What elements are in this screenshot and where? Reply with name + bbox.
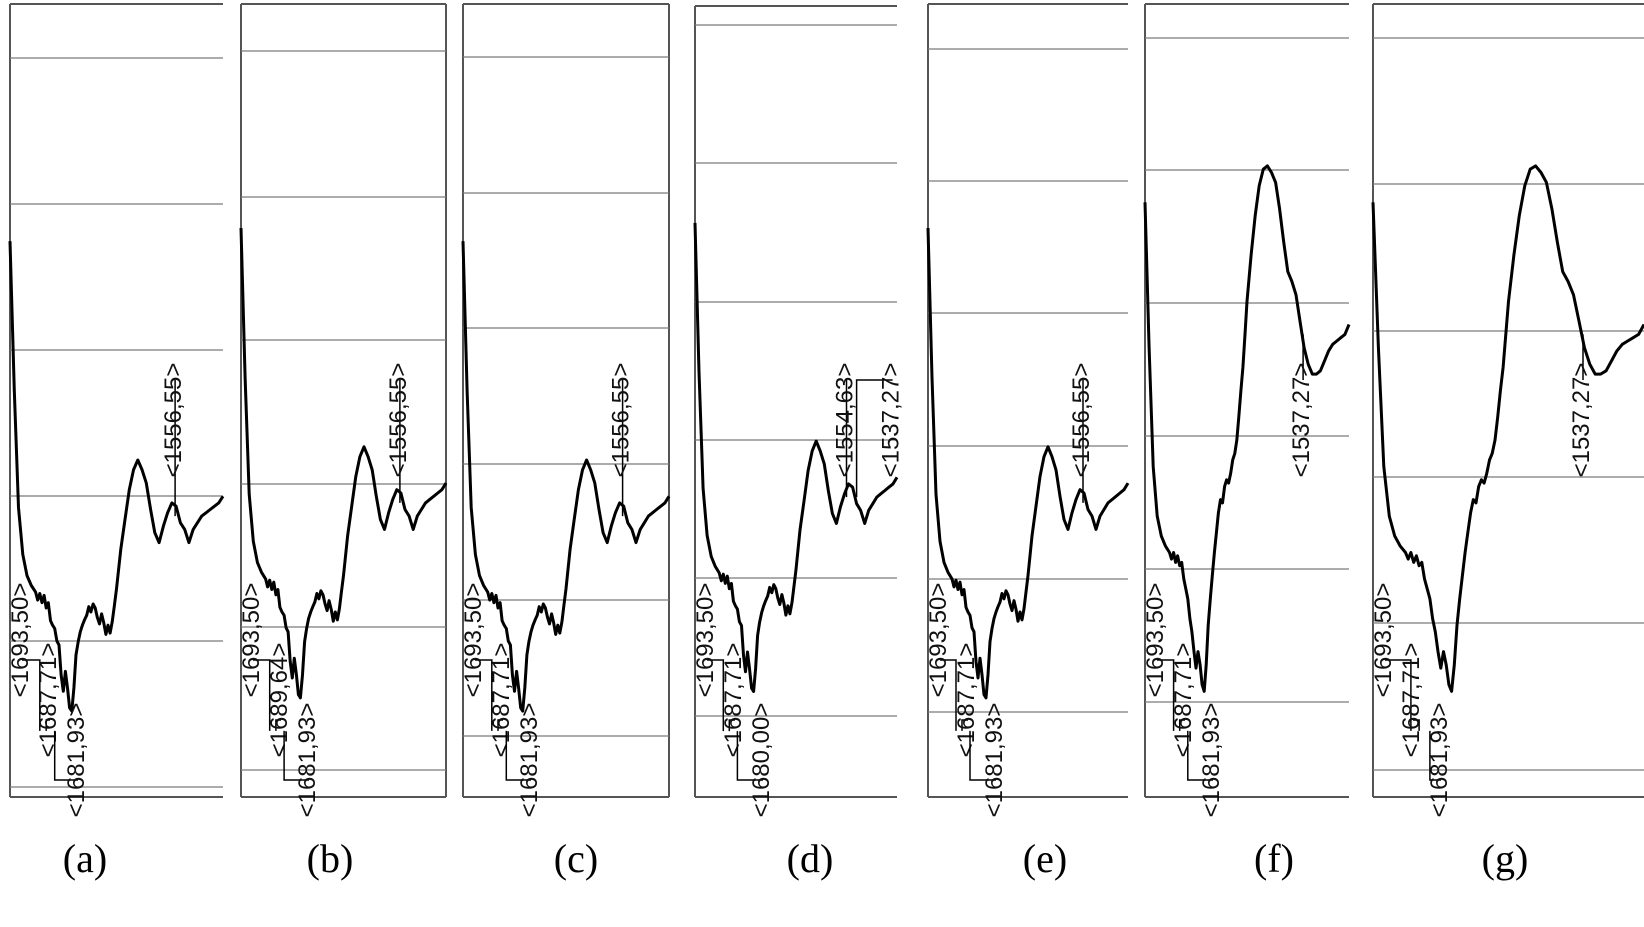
panel-g: <1693,50><1687,71><1681,93> <1537,27> (g)	[1370, 3, 1644, 881]
peak-label: <1693,50>	[692, 583, 719, 698]
panel-b: <1693,50><1689,64><1681,93> <1556,55> (b)	[238, 3, 448, 881]
peak-label: <1687,71>	[1398, 643, 1425, 758]
peak-label: <1687,71>	[720, 643, 747, 758]
peak-label: <1687,71>	[35, 643, 62, 758]
peak-label: <1681,93>	[1198, 703, 1225, 818]
peak-label: <1693,50>	[460, 583, 487, 698]
spectrum-line	[1143, 164, 1351, 693]
spectrum-line	[8, 241, 225, 713]
peak-leader-line	[1429, 730, 1441, 781]
peak-leader-line	[497, 719, 503, 731]
peak-label: <1554,63>	[832, 363, 859, 478]
peak-label: <1687,71>	[953, 643, 980, 758]
peak-label: <1681,93>	[294, 703, 321, 818]
panel-label: (a)	[63, 836, 107, 881]
peak-label: <1681,93>	[1426, 703, 1453, 818]
panel-label: (d)	[787, 836, 834, 881]
peak-label: <1681,93>	[516, 703, 543, 818]
peak-leader-line	[45, 719, 50, 731]
panel-label: (e)	[1023, 836, 1067, 881]
panel-f: <1693,50><1687,71><1681,93> <1537,27> (f)	[1142, 3, 1351, 881]
spectrum-line	[239, 227, 448, 700]
peak-label: <1537,27>	[878, 363, 905, 478]
peak-leader-line	[1413, 719, 1420, 731]
peak-leader-line	[1157, 659, 1175, 731]
panel-e: <1693,50><1687,71><1681,93> <1556,55> (e)	[925, 3, 1130, 881]
peak-leader-line	[1385, 659, 1412, 731]
peak-leader-line	[855, 379, 893, 498]
peak-leader-line	[275, 719, 281, 731]
peak-leader-line	[283, 730, 309, 781]
peak-label: <1693,50>	[1142, 583, 1169, 698]
peak-label: <1680,00>	[748, 703, 775, 818]
peak-leader-line	[728, 719, 735, 732]
spectrum-line	[693, 222, 899, 693]
panel-c: <1693,50><1687,71><1681,93> <1556,55> (c)	[460, 3, 671, 881]
peak-label: <1681,93>	[981, 703, 1008, 818]
peak-label: <1681,93>	[63, 703, 90, 818]
panel-d: <1693,50><1687,71><1680,00> <1554,63> <153…	[692, 5, 905, 881]
peak-leader-line	[736, 731, 763, 781]
spectrum-line	[1371, 164, 1644, 693]
peak-leader-line	[961, 719, 968, 731]
peak-label: <1687,71>	[488, 643, 515, 758]
peak-label: <1556,55>	[608, 363, 635, 478]
panel-label: (b)	[307, 836, 354, 881]
peak-leader-line	[22, 659, 41, 731]
peak-leader-line	[475, 659, 493, 731]
peak-leader-line	[1187, 730, 1213, 781]
peak-label: <1556,55>	[160, 363, 187, 478]
peak-leader-line	[707, 659, 725, 732]
peak-label: <1556,55>	[1068, 363, 1095, 478]
panel-a: <1693,50><1687,71><1681,93> <1556,55> (a)	[7, 3, 225, 881]
spectrum-line	[461, 241, 671, 713]
panel-label: (f)	[1254, 836, 1294, 881]
spectrum-line	[926, 227, 1130, 700]
peak-label: <1537,27>	[1568, 363, 1595, 478]
peak-leader-line	[940, 659, 957, 731]
peak-label: <1689,64>	[266, 643, 293, 758]
peak-label: <1693,50>	[1370, 583, 1397, 698]
peak-leader-line	[1178, 719, 1185, 731]
peak-leader-line	[505, 730, 531, 781]
peak-label: <1556,55>	[385, 363, 412, 478]
peak-label: <1693,50>	[925, 583, 952, 698]
peak-leader-line	[969, 730, 996, 781]
panel-label: (c)	[554, 836, 598, 881]
peak-leader-line	[253, 659, 271, 731]
peak-label: <1537,27>	[1288, 363, 1315, 478]
peak-leader-line	[53, 730, 78, 781]
peak-label: <1693,50>	[238, 583, 265, 698]
peak-label: <1687,71>	[1170, 643, 1197, 758]
panel-label: (g)	[1482, 836, 1529, 881]
peak-label: <1693,50>	[7, 583, 34, 698]
